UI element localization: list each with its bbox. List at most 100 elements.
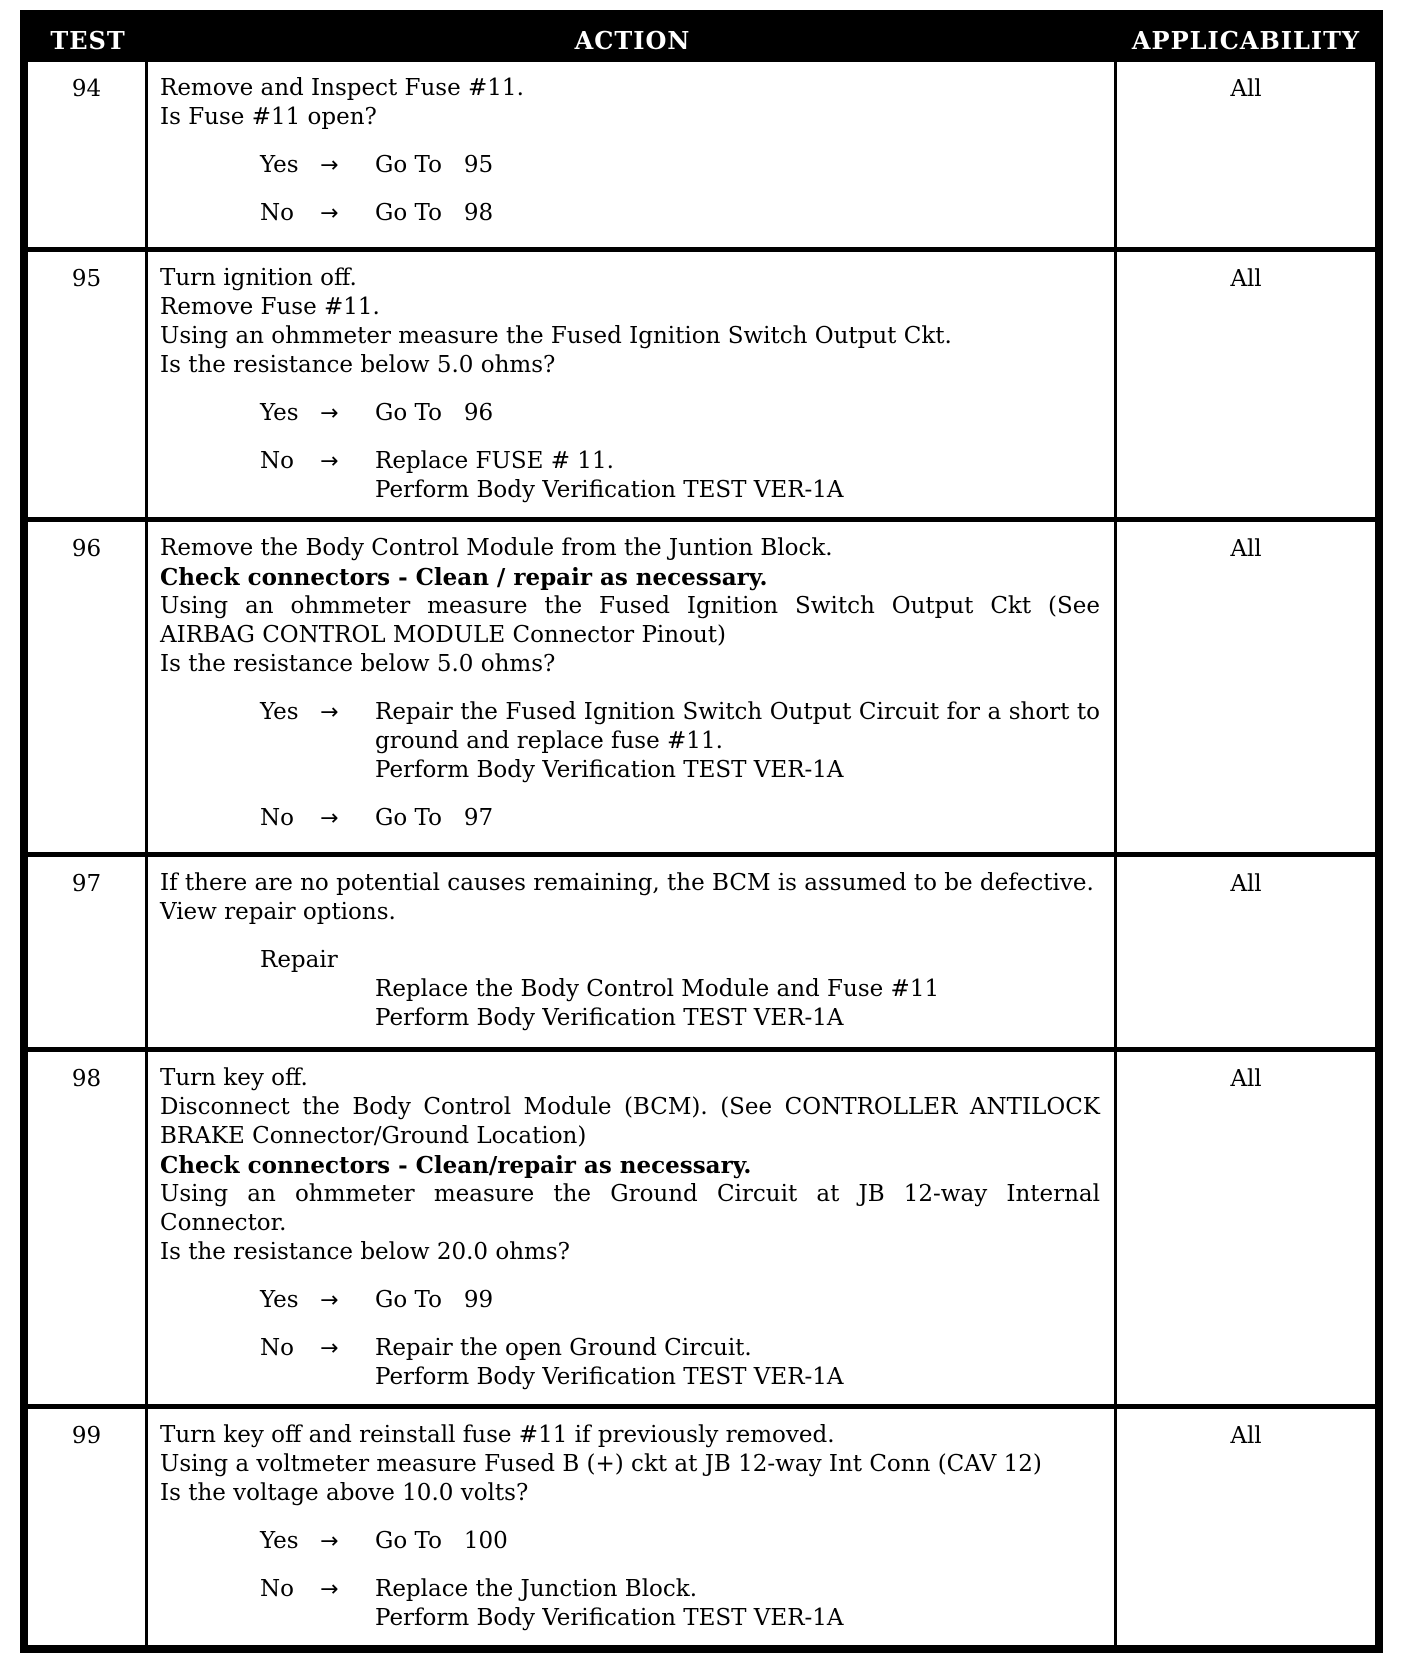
action-cell: Remove the Body Control Module from the … <box>148 522 1117 852</box>
decision-results: Repair the open Ground Circuit. Perform B… <box>375 1334 1100 1392</box>
test-number: 96 <box>28 522 148 852</box>
decision-results: Replace the Junction Block. Perform Body … <box>375 1575 1100 1633</box>
decision-label: Repair <box>260 947 338 973</box>
decision-result-line: Go To 95 <box>375 152 494 178</box>
action-cell: Turn ignition off. Remove Fuse #11. Using … <box>148 252 1117 517</box>
action-line: Using a voltmeter measure Fused B (+) ck… <box>160 1451 1042 1477</box>
action-line: Is the voltage above 10.0 volts? <box>160 1480 529 1506</box>
decision-label: Yes <box>260 152 299 178</box>
column-header-test: TEST <box>50 25 126 55</box>
decision-result-line: Go To 100 <box>375 1528 508 1554</box>
action-line: Turn key off and reinstall fuse #11 if p… <box>160 1422 835 1448</box>
decision-result-line: Replace the Body Control Module and Fuse… <box>375 976 940 1002</box>
arrow-right-icon: → <box>320 806 339 831</box>
action-cell: Remove and Inspect Fuse #11. Is Fuse #11 … <box>148 62 1117 247</box>
applicability-value: All <box>1230 76 1262 102</box>
decision-results: Replace FUSE # 11. Perform Body Verificat… <box>375 447 1100 505</box>
action-line: Using an ohmmeter measure the Ground Cir… <box>160 1181 1100 1236</box>
table-row: 99 Turn key off and reinstall fuse #11 i… <box>28 1404 1375 1645</box>
decision-label: No <box>260 448 294 474</box>
table-header: TEST ACTION APPLICABILITY <box>28 18 1375 62</box>
decision-result-line: Perform Body Verification TEST VER-1A <box>375 757 844 783</box>
decision-result-line: Perform Body Verification TEST VER-1A <box>375 1605 844 1631</box>
decision-result-line: Perform Body Verification TEST VER-1A <box>375 477 844 503</box>
column-header-action: ACTION <box>574 25 691 55</box>
action-line: Check connectors - Clean/repair as neces… <box>160 1152 752 1179</box>
table-body: 94 Remove and Inspect Fuse #11. Is Fuse #… <box>28 62 1375 1645</box>
decision-repair: Repair Replace the Body Control Module an… <box>260 946 1100 1033</box>
action-line: Is the resistance below 5.0 ohms? <box>160 352 556 378</box>
action-cell: If there are no potential causes remaini… <box>148 857 1117 1047</box>
decision-yes: Yes → Go To 96 <box>260 399 1100 428</box>
decision-result-line: Perform Body Verification TEST VER-1A <box>375 1005 844 1031</box>
action-cell: Turn key off. Disconnect the Body Control… <box>148 1052 1117 1404</box>
table-row: 97 If there are no potential causes rema… <box>28 852 1375 1047</box>
table-row: 94 Remove and Inspect Fuse #11. Is Fuse #… <box>28 62 1375 247</box>
test-number: 99 <box>28 1409 148 1645</box>
applicability-value: All <box>1230 536 1262 562</box>
table-row: 96 Remove the Body Control Module from t… <box>28 517 1375 852</box>
decision-label: Yes <box>260 400 299 426</box>
decision-result-line: Perform Body Verification TEST VER-1A <box>375 1364 844 1390</box>
decision-results: Go To 98 <box>375 199 1100 228</box>
test-number: 97 <box>28 857 148 1047</box>
action-line: Is Fuse #11 open? <box>160 104 377 130</box>
arrow-right-icon: → <box>320 153 339 178</box>
action-line: Turn ignition off. <box>160 265 357 291</box>
table-row: 95 Turn ignition off. Remove Fuse #11. Usi… <box>28 247 1375 517</box>
action-line: Turn key off. <box>160 1065 308 1091</box>
diagnostic-test-table: TEST ACTION APPLICABILITY 94 Remove and … <box>20 10 1383 1653</box>
arrow-right-icon: → <box>320 1529 339 1554</box>
decision-label: Yes <box>260 1528 299 1554</box>
decision-results: Repair the Fused Ignition Switch Output … <box>375 698 1100 785</box>
decision-result-line: Repair the open Ground Circuit. <box>375 1335 752 1361</box>
action-line: Disconnect the Body Control Module (BCM)… <box>160 1094 1100 1149</box>
action-line: Check connectors - Clean / repair as nec… <box>160 564 768 591</box>
decision-result-line: Go To 96 <box>375 400 494 426</box>
decision-label: No <box>260 200 294 226</box>
applicability-value: All <box>1230 1066 1262 1092</box>
decision-results: Go To 97 <box>375 804 1100 833</box>
arrow-right-icon: → <box>320 1288 339 1313</box>
decision-no: No → Replace the Junction Block. Perform Bo… <box>260 1575 1100 1633</box>
arrow-right-icon: → <box>320 700 339 725</box>
arrow-right-icon: → <box>320 201 339 226</box>
decision-results: Go To 96 <box>375 399 1100 428</box>
decision-label: Yes <box>260 699 299 725</box>
decision-yes: Yes → Go To 100 <box>260 1527 1100 1556</box>
decision-label: Yes <box>260 1287 299 1313</box>
column-header-applicability: APPLICABILITY <box>1131 25 1361 55</box>
decision-result-line: Go To 99 <box>375 1287 494 1313</box>
arrow-right-icon: → <box>320 449 339 474</box>
action-line: Is the resistance below 20.0 ohms? <box>160 1239 570 1265</box>
test-number: 98 <box>28 1052 148 1404</box>
action-line: Remove Fuse #11. <box>160 294 380 320</box>
decision-label: No <box>260 805 294 831</box>
decision-result-line: Repair the Fused Ignition Switch Output … <box>375 699 1100 754</box>
decision-results: Go To 95 <box>375 151 1100 180</box>
decision-results: Go To 100 <box>375 1527 1100 1556</box>
applicability-value: All <box>1230 1423 1262 1449</box>
decision-no: No → Replace FUSE # 11. Perform Body Verifi… <box>260 447 1100 505</box>
applicability-value: All <box>1230 871 1262 897</box>
action-line: Remove and Inspect Fuse #11. <box>160 75 524 101</box>
decision-results: Replace the Body Control Module and Fuse… <box>375 975 1100 1033</box>
arrow-right-icon: → <box>320 401 339 426</box>
arrow-right-icon: → <box>320 1577 339 1602</box>
decision-no: No → Go To 98 <box>260 199 1100 228</box>
decision-yes: Yes → Repair the Fused Ignition Switch Out… <box>260 698 1100 785</box>
table-row: 98 Turn key off. Disconnect the Body Cont… <box>28 1047 1375 1404</box>
decision-label: No <box>260 1576 294 1602</box>
decision-result-line: Replace the Junction Block. <box>375 1576 698 1602</box>
arrow-right-icon: → <box>320 1336 339 1361</box>
action-line: Using an ohmmeter measure the Fused Igni… <box>160 323 952 349</box>
decision-no: No → Go To 97 <box>260 804 1100 833</box>
action-line: If there are no potential causes remaini… <box>160 870 1094 896</box>
action-line: Using an ohmmeter measure the Fused Igni… <box>160 593 1100 648</box>
action-line: Remove the Body Control Module from the … <box>160 535 833 561</box>
applicability-value: All <box>1230 266 1262 292</box>
test-number: 94 <box>28 62 148 247</box>
action-line: Is the resistance below 5.0 ohms? <box>160 651 556 677</box>
decision-result-line: Go To 98 <box>375 200 494 226</box>
action-line: View repair options. <box>160 899 396 925</box>
